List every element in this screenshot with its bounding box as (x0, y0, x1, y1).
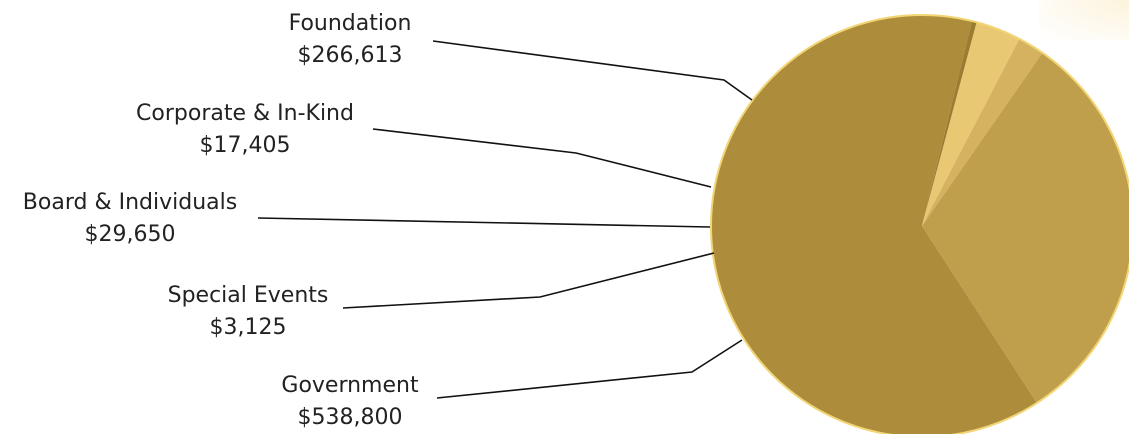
leader-line-board-and-individuals (257, 217, 711, 228)
label-value-corporate-and-in-kind: $17,405 (200, 133, 291, 158)
slice-corporate-and-in-kind (922, 38, 1043, 227)
label-value-government: $538,800 (298, 405, 403, 430)
label-name-board-and-individuals: Board & Individuals (23, 190, 237, 215)
label-name-special-events: Special Events (168, 283, 329, 308)
slice-board-and-individuals (922, 22, 1020, 227)
leader-line-government (436, 339, 743, 399)
slice-labels: Government $538,800 Special Events $3,125 Bo… (23, 11, 419, 430)
slice-foundation (922, 52, 1129, 403)
label-value-foundation: $266,613 (298, 43, 403, 68)
pie-outline (710, 14, 1129, 434)
pie-slices (710, 14, 1129, 434)
leader-line-foundation (432, 40, 753, 101)
label-value-board-and-individuals: $29,650 (85, 222, 176, 247)
label-value-special-events: $3,125 (210, 315, 287, 340)
leader-lines (257, 40, 753, 399)
leader-line-corporate-and-in-kind (372, 128, 712, 188)
leader-line-special-events (342, 252, 715, 309)
slice-government (711, 15, 1037, 434)
slice-special-events (922, 21, 977, 227)
corner-glow (1039, 0, 1129, 40)
label-name-corporate-and-in-kind: Corporate & In-Kind (136, 101, 354, 126)
label-name-government: Government (281, 373, 419, 398)
label-name-foundation: Foundation (289, 11, 412, 36)
